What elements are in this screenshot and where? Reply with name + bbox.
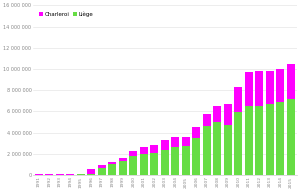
Bar [140,147,148,154]
Bar [182,137,190,146]
Bar [129,156,137,175]
Bar [245,72,253,106]
Bar [98,165,106,168]
Bar [161,150,169,175]
Bar [171,137,179,147]
Bar [87,169,95,174]
Bar [203,126,211,175]
Bar [224,104,232,125]
Bar [87,174,95,175]
Bar [66,174,74,175]
Bar [161,140,169,150]
Bar [56,174,64,175]
Bar [77,174,85,175]
Bar [255,106,263,175]
Bar [45,174,53,175]
Bar [182,146,190,175]
Bar [150,145,158,153]
Bar [171,147,179,175]
Bar [255,71,263,106]
Bar [119,161,127,175]
Bar [224,125,232,175]
Bar [140,154,148,175]
Bar [245,106,253,175]
Bar [266,71,274,104]
Bar [129,151,137,156]
Bar [98,168,106,175]
Bar [108,162,116,164]
Bar [266,104,274,175]
Bar [276,102,284,175]
Bar [192,127,200,138]
Bar [276,69,284,102]
Bar [108,164,116,175]
Legend: Charleroi, Liège: Charleroi, Liège [38,10,94,18]
Bar [234,87,242,112]
Bar [119,158,127,161]
Bar [287,64,295,99]
Bar [234,112,242,175]
Bar [287,99,295,175]
Bar [213,122,221,175]
Bar [203,114,211,126]
Bar [192,138,200,175]
Bar [150,153,158,175]
Bar [213,106,221,122]
